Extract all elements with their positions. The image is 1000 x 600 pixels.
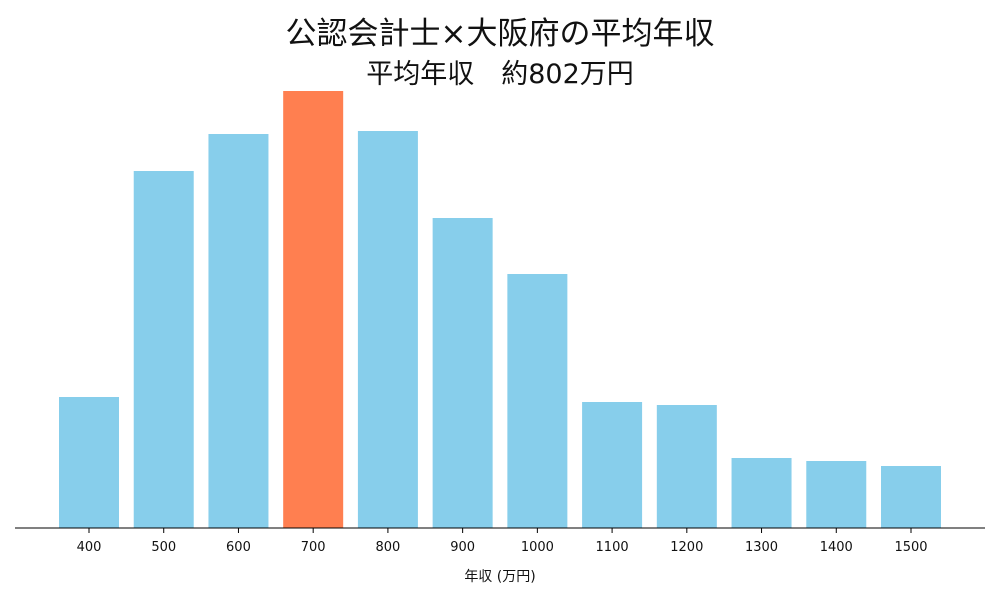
bar-1500 bbox=[881, 466, 941, 528]
x-tick-label: 900 bbox=[450, 540, 475, 555]
bar-600 bbox=[208, 134, 269, 528]
bar-900 bbox=[432, 218, 493, 528]
x-tick-label: 800 bbox=[375, 540, 400, 555]
x-tick-label: 1400 bbox=[820, 540, 853, 555]
bar-1100 bbox=[582, 402, 643, 528]
bar-500 bbox=[133, 171, 194, 528]
x-tick-label: 1000 bbox=[521, 540, 554, 555]
x-tick-label: 1300 bbox=[745, 540, 778, 555]
bar-1000 bbox=[507, 274, 568, 528]
bar-1200 bbox=[656, 405, 717, 528]
chart-title: 公認会計士×大阪府の平均年収 bbox=[285, 16, 715, 52]
x-tick-label: 500 bbox=[151, 540, 176, 555]
bar-400 bbox=[59, 397, 119, 528]
x-tick-label: 400 bbox=[77, 540, 102, 555]
bar-1400 bbox=[806, 461, 867, 528]
bar-1300 bbox=[731, 458, 792, 528]
x-tick-label: 1500 bbox=[894, 540, 927, 555]
bar-800 bbox=[357, 131, 418, 528]
x-axis-label: 年収 (万円) bbox=[464, 569, 536, 585]
chart-subtitle: 平均年収 約802万円 bbox=[366, 59, 634, 90]
x-tick-label: 1200 bbox=[670, 540, 703, 555]
x-tick-label: 700 bbox=[301, 540, 326, 555]
bar-700 bbox=[283, 91, 344, 528]
x-tick-label: 1100 bbox=[596, 540, 629, 555]
x-tick-label: 600 bbox=[226, 540, 251, 555]
